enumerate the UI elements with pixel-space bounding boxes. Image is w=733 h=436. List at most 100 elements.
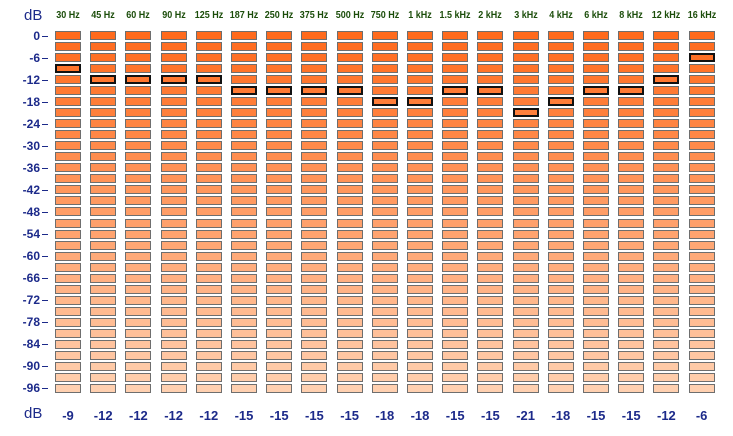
band-level-cell[interactable]: [442, 119, 469, 128]
band-level-cell[interactable]: [371, 362, 398, 371]
band-level-cell[interactable]: [407, 219, 433, 228]
band-level-cell[interactable]: [688, 252, 715, 261]
band-level-cell[interactable]: [653, 152, 680, 161]
band-level-cell[interactable]: [547, 108, 574, 117]
band-level-cell[interactable]: [688, 31, 715, 40]
band-level-cell[interactable]: [583, 196, 609, 205]
band-level-cell[interactable]: [407, 340, 433, 349]
band-level-cell[interactable]: [55, 285, 81, 294]
band-level-cell[interactable]: [618, 108, 645, 117]
band-level-cell[interactable]: [688, 152, 715, 161]
band-level-cell[interactable]: [55, 219, 81, 228]
band-level-cell[interactable]: [160, 97, 187, 106]
band-level-cell[interactable]: [266, 384, 293, 393]
band-level-cell[interactable]: [547, 252, 574, 261]
band-level-cell[interactable]: [160, 230, 187, 239]
band-level-cell[interactable]: [583, 329, 609, 338]
band-level-cell[interactable]: [442, 97, 469, 106]
band-level-cell[interactable]: [583, 97, 609, 106]
band-level-cell[interactable]: [547, 75, 574, 84]
band-level-cell[interactable]: [125, 152, 152, 161]
band-level-cell[interactable]: [195, 53, 222, 62]
band-level-cell[interactable]: [266, 219, 293, 228]
band-level-cell[interactable]: [583, 108, 609, 117]
band-level-cell[interactable]: [336, 174, 363, 183]
band-level-cell[interactable]: [583, 207, 609, 216]
band-level-cell[interactable]: [442, 274, 469, 283]
band-level-cell[interactable]: [583, 296, 609, 305]
band-level-cell[interactable]: [301, 274, 328, 283]
band-level-cell[interactable]: [266, 53, 293, 62]
band-level-cell[interactable]: [688, 42, 715, 51]
band-level-cell[interactable]: [547, 296, 574, 305]
band-level-cell[interactable]: [583, 42, 609, 51]
band-level-cell[interactable]: [583, 174, 609, 183]
band-level-cell[interactable]: [547, 219, 574, 228]
band-level-cell[interactable]: [583, 263, 609, 272]
band-level-cell[interactable]: [90, 307, 117, 316]
band-level-cell[interactable]: [55, 252, 81, 261]
band-level-cell[interactable]: [477, 362, 504, 371]
band-level-cell[interactable]: [477, 108, 504, 117]
band-level-cell[interactable]: [195, 274, 222, 283]
band-level-cell[interactable]: [371, 130, 398, 139]
band-level-cell[interactable]: [407, 252, 433, 261]
band-level-cell[interactable]: [583, 230, 609, 239]
band-level-cell[interactable]: [688, 86, 715, 95]
band-level-cell[interactable]: [618, 31, 645, 40]
band-level-cell[interactable]: [653, 185, 680, 194]
band-level-cell[interactable]: [477, 185, 504, 194]
band-level-cell[interactable]: [125, 373, 152, 382]
band-level-cell[interactable]: [125, 318, 152, 327]
band-level-cell[interactable]: [90, 185, 117, 194]
band-level-cell[interactable]: [407, 31, 433, 40]
band-level-cell[interactable]: [55, 230, 81, 239]
band-level-cell[interactable]: [195, 219, 222, 228]
band-level-cell[interactable]: [442, 108, 469, 117]
band-level-cell[interactable]: [653, 64, 680, 73]
band-level-cell[interactable]: [618, 384, 645, 393]
band-level-cell[interactable]: [653, 351, 680, 360]
band-level-cell[interactable]: [90, 64, 117, 73]
band-level-cell[interactable]: [583, 152, 609, 161]
band-level-cell[interactable]: [547, 53, 574, 62]
band-level-cell[interactable]: [512, 285, 539, 294]
band-level-cell[interactable]: [688, 362, 715, 371]
band-level-cell-selected[interactable]: [583, 86, 609, 95]
band-level-cell[interactable]: [301, 340, 328, 349]
band-level-cell[interactable]: [125, 362, 152, 371]
band-level-cell[interactable]: [407, 185, 433, 194]
band-level-cell[interactable]: [583, 119, 609, 128]
band-level-cell[interactable]: [90, 274, 117, 283]
band-level-cell[interactable]: [301, 207, 328, 216]
band-level-cell[interactable]: [231, 75, 257, 84]
band-level-cell[interactable]: [371, 296, 398, 305]
band-level-cell[interactable]: [195, 362, 222, 371]
band-level-cell[interactable]: [442, 351, 469, 360]
band-level-cell[interactable]: [160, 307, 187, 316]
band-level-cell[interactable]: [301, 318, 328, 327]
band-level-cell[interactable]: [512, 241, 539, 250]
band-level-cell[interactable]: [125, 108, 152, 117]
band-level-cell[interactable]: [371, 163, 398, 172]
band-level-cell[interactable]: [195, 307, 222, 316]
band-level-cell[interactable]: [231, 163, 257, 172]
band-level-cell[interactable]: [371, 329, 398, 338]
band-level-cell[interactable]: [512, 252, 539, 261]
band-level-cell[interactable]: [266, 152, 293, 161]
band-level-cell[interactable]: [442, 285, 469, 294]
band-level-cell[interactable]: [55, 362, 81, 371]
band-level-cell[interactable]: [195, 174, 222, 183]
band-level-cell[interactable]: [618, 185, 645, 194]
band-level-cell[interactable]: [407, 152, 433, 161]
band-level-cell[interactable]: [477, 373, 504, 382]
band-level-cell[interactable]: [618, 75, 645, 84]
band-level-cell[interactable]: [336, 373, 363, 382]
band-level-cell[interactable]: [653, 31, 680, 40]
band-level-cell[interactable]: [195, 263, 222, 272]
band-level-cell[interactable]: [90, 230, 117, 239]
band-level-cell[interactable]: [231, 274, 257, 283]
band-level-cell[interactable]: [547, 174, 574, 183]
band-level-cell[interactable]: [512, 207, 539, 216]
band-level-cell[interactable]: [547, 318, 574, 327]
